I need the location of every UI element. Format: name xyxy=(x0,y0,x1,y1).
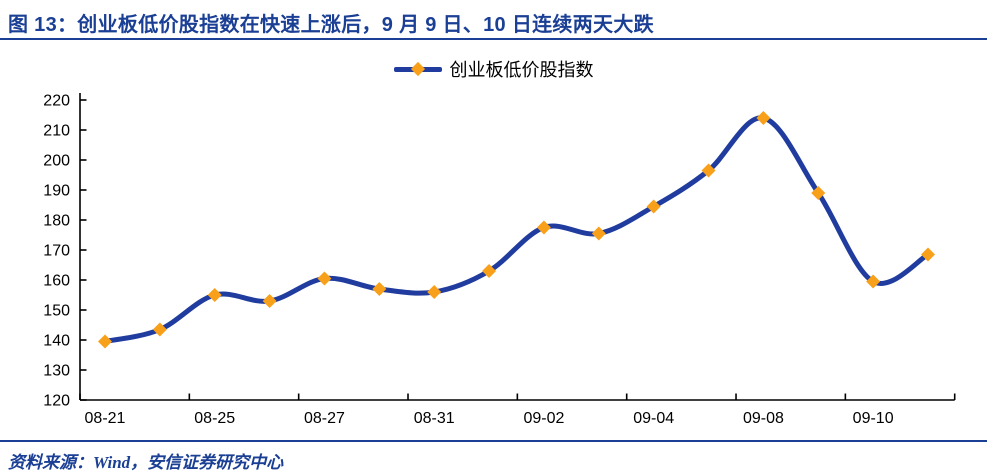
series-line xyxy=(102,115,931,344)
legend-label: 创业板低价股指数 xyxy=(449,60,594,80)
source-note: 资料来源：Wind，安信证券研究中心 xyxy=(8,453,284,471)
x-tick-label: 09-02 xyxy=(523,410,564,427)
data-point-marker-icon xyxy=(372,282,387,296)
data-point-marker-icon xyxy=(756,111,771,125)
x-tick-label: 08-25 xyxy=(194,410,235,427)
data-point-marker-icon xyxy=(921,247,935,262)
chart-legend: 创业板低价股指数 xyxy=(0,57,987,81)
x-tick-label: 09-10 xyxy=(853,410,894,427)
x-tick-label: 09-08 xyxy=(743,410,784,427)
y-tick-label: 150 xyxy=(43,303,70,320)
data-point-marker-icon xyxy=(262,294,277,308)
title-divider xyxy=(0,38,987,40)
y-axis-ticks: 120 130 140 150 160 170 180 190 200 210 220 xyxy=(43,93,87,410)
y-tick-label: 220 xyxy=(43,93,70,110)
y-tick-label: 190 xyxy=(43,183,70,200)
figure-title: 图 13：创业板低价股指数在快速上涨后，9 月 9 日、10 日连续两天大跌 xyxy=(8,14,654,36)
x-tick-label: 08-31 xyxy=(414,410,455,427)
data-point-marker-icon xyxy=(811,186,826,200)
legend-diamond-marker-icon xyxy=(410,61,425,77)
legend-swatch xyxy=(393,57,442,81)
data-point-marker-icon xyxy=(591,226,606,241)
data-point-marker-icon xyxy=(152,322,167,337)
y-tick-label: 170 xyxy=(43,243,70,260)
data-point-marker-icon xyxy=(207,288,222,302)
data-point-marker-icon xyxy=(701,163,716,178)
x-tick-label: 09-04 xyxy=(633,410,674,427)
x-tick-label: 08-21 xyxy=(85,410,126,427)
y-tick-label: 160 xyxy=(43,273,70,290)
x-tick-label: 08-27 xyxy=(304,410,345,427)
footer-divider xyxy=(0,440,987,442)
y-tick-label: 210 xyxy=(43,123,70,140)
data-point-marker-icon xyxy=(646,199,661,214)
data-point-marker-icon xyxy=(536,220,551,235)
data-point-marker-icon xyxy=(866,274,881,289)
y-tick-label: 120 xyxy=(43,393,70,410)
y-tick-label: 130 xyxy=(43,363,70,380)
series-markers xyxy=(98,111,935,349)
data-point-marker-icon xyxy=(482,264,497,278)
data-point-marker-icon xyxy=(98,334,112,349)
data-point-marker-icon xyxy=(317,271,332,286)
x-axis-ticks: 08-21 08-25 08-27 08-31 09-02 09-04 09-08 09-10 xyxy=(79,393,956,427)
y-tick-label: 180 xyxy=(43,213,70,230)
y-tick-label: 140 xyxy=(43,333,70,350)
data-point-marker-icon xyxy=(427,285,442,299)
y-tick-label: 200 xyxy=(43,153,70,170)
